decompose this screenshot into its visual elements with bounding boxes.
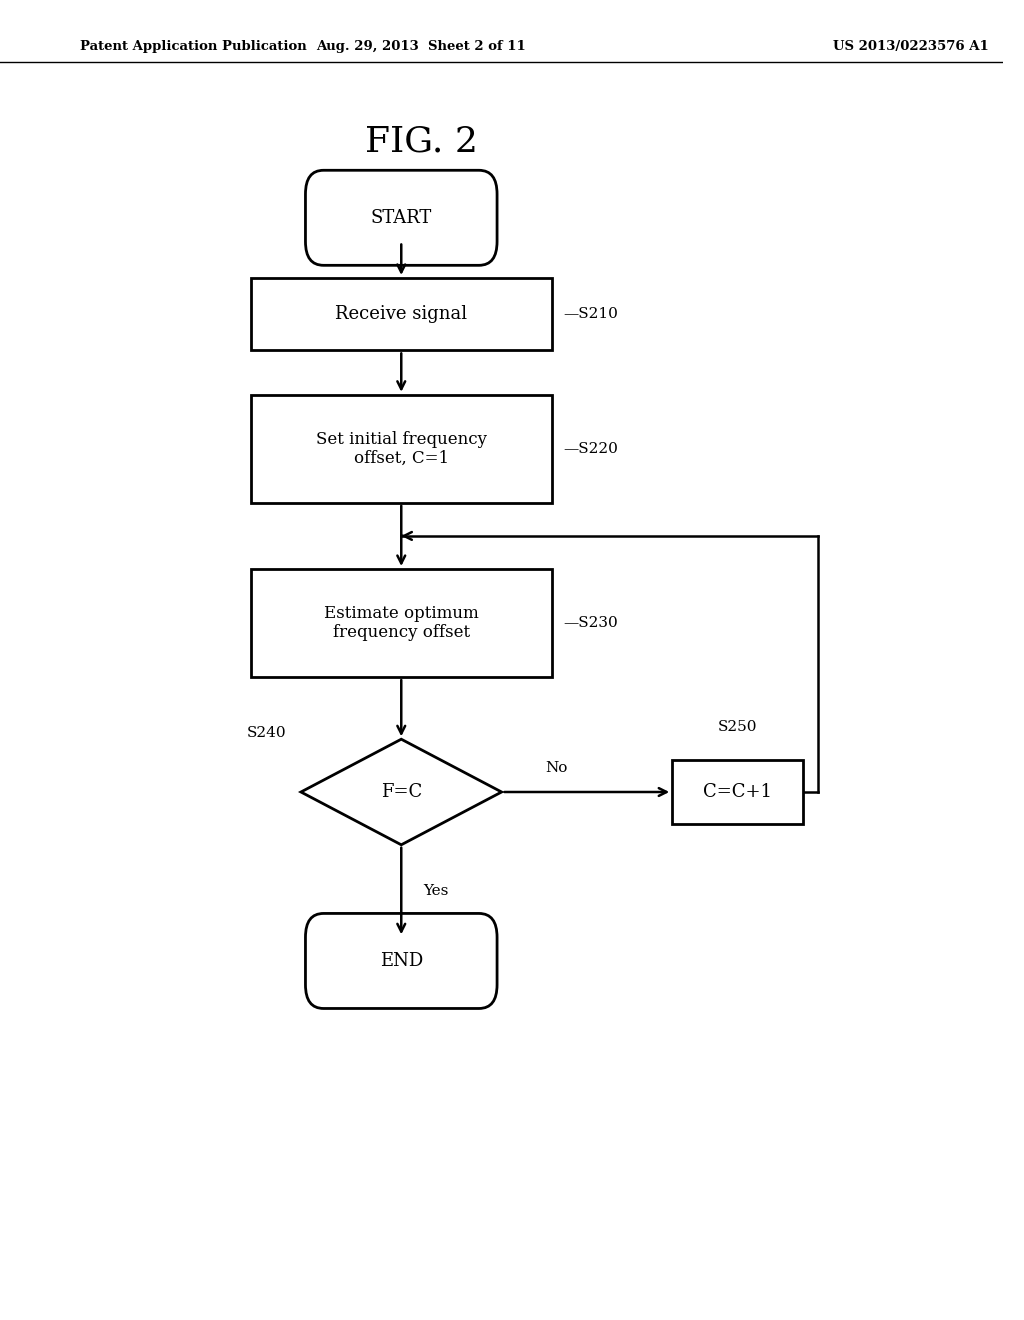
Text: —S220: —S220 bbox=[564, 442, 618, 455]
Text: Yes: Yes bbox=[423, 884, 449, 898]
Text: C=C+1: C=C+1 bbox=[702, 783, 772, 801]
Text: START: START bbox=[371, 209, 432, 227]
FancyBboxPatch shape bbox=[305, 170, 497, 265]
Text: Receive signal: Receive signal bbox=[335, 305, 467, 323]
Text: F=C: F=C bbox=[381, 783, 422, 801]
Text: END: END bbox=[380, 952, 423, 970]
Bar bbox=[251, 277, 552, 350]
Text: No: No bbox=[546, 762, 568, 775]
Bar bbox=[672, 760, 803, 824]
Bar bbox=[251, 395, 552, 503]
Text: Estimate optimum
frequency offset: Estimate optimum frequency offset bbox=[324, 605, 478, 642]
Text: Aug. 29, 2013  Sheet 2 of 11: Aug. 29, 2013 Sheet 2 of 11 bbox=[316, 40, 526, 53]
Text: S250: S250 bbox=[718, 721, 757, 734]
Text: Patent Application Publication: Patent Application Publication bbox=[80, 40, 307, 53]
Polygon shape bbox=[301, 739, 502, 845]
Text: Set initial frequency
offset, C=1: Set initial frequency offset, C=1 bbox=[315, 430, 486, 467]
Bar bbox=[251, 569, 552, 677]
FancyBboxPatch shape bbox=[305, 913, 497, 1008]
Text: —S210: —S210 bbox=[564, 308, 618, 321]
Text: S240: S240 bbox=[247, 726, 286, 739]
Text: FIG. 2: FIG. 2 bbox=[365, 124, 478, 158]
Text: US 2013/0223576 A1: US 2013/0223576 A1 bbox=[833, 40, 988, 53]
Text: —S230: —S230 bbox=[564, 616, 618, 630]
